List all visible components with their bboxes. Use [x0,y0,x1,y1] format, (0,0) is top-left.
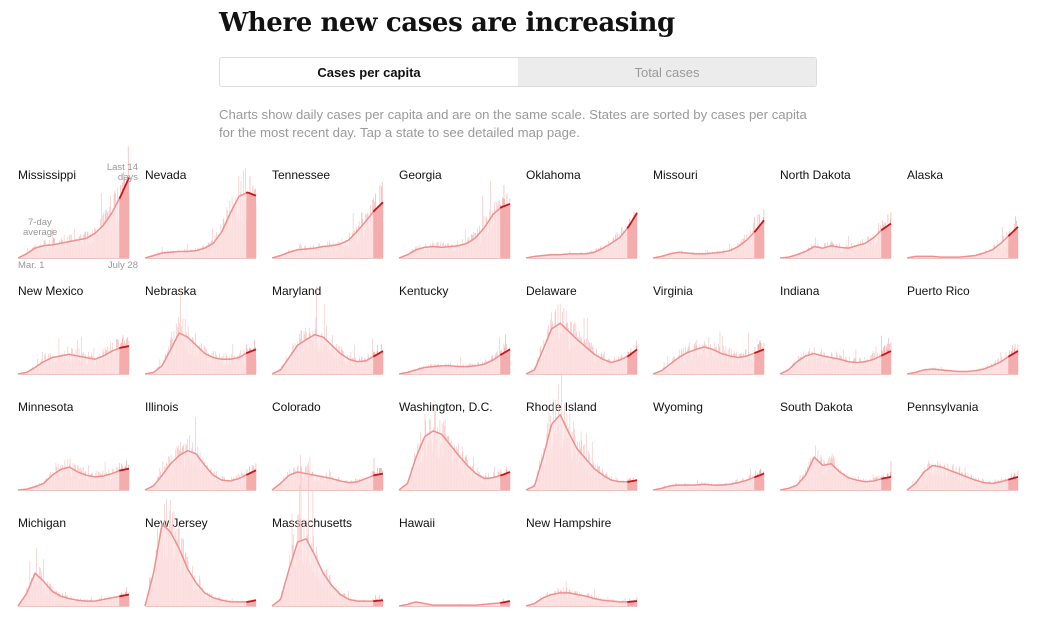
sparkline-chart [145,168,256,266]
average-area [653,474,764,490]
sparkline-chart [399,168,510,266]
state-chart-virginia[interactable]: Virginia [653,284,773,400]
state-chart-hawaii[interactable]: Hawaii [399,516,519,632]
state-chart-maryland[interactable]: Maryland [272,284,392,400]
sparkline-chart [653,168,764,266]
state-chart-north-dakota[interactable]: North Dakota [780,168,900,284]
recent-label: days [118,173,138,183]
state-chart-oklahoma[interactable]: Oklahoma [526,168,646,284]
state-chart-missouri[interactable]: Missouri [653,168,773,284]
sparkline-chart [399,284,510,382]
last-14-days-area [119,469,129,490]
sparkline-chart [526,168,637,266]
state-chart-new-mexico[interactable]: New Mexico [18,284,138,400]
sparkline-chart [145,284,256,382]
recent-average-line [627,601,637,602]
sparkline-chart [399,400,510,498]
last-14-days-area [500,204,510,258]
x-start-label: Mar. 1 [18,261,44,271]
average-area [653,347,764,374]
x-end-label: July 28 [108,261,138,271]
sparkline-chart [526,516,637,614]
state-chart-georgia[interactable]: Georgia [399,168,519,284]
sparkline-chart [780,168,891,266]
average-area [145,193,256,258]
sparkline-chart [526,284,637,382]
state-chart-alaska[interactable]: Alaska [907,168,1027,284]
sparkline-chart [272,516,383,614]
sparkline-chart [780,284,891,382]
state-chart-new-hampshire[interactable]: New Hampshire [526,516,646,632]
average-area [780,224,891,258]
state-chart-puerto-rico[interactable]: Puerto Rico [907,284,1027,400]
average-area [145,333,256,374]
sparkline-chart [653,284,764,382]
last-14-days-area [119,346,129,374]
sparkline-chart [145,516,256,614]
sparkline-chart [18,284,129,382]
sparkline-chart [780,400,891,498]
sparkline-chart [653,400,764,498]
state-chart-massachusetts[interactable]: Massachusetts [272,516,392,632]
average-area [18,573,129,606]
state-chart-michigan[interactable]: Michigan [18,516,138,632]
state-chart-delaware[interactable]: Delaware [526,284,646,400]
state-chart-nevada[interactable]: Nevada [145,168,265,284]
sparkline-chart [272,284,383,382]
state-chart-indiana[interactable]: Indiana [780,284,900,400]
recent-average-line [373,600,383,601]
sparkline-chart [145,400,256,498]
state-chart-south-dakota[interactable]: South Dakota [780,400,900,516]
state-chart-new-jersey[interactable]: New Jersey [145,516,265,632]
sparkline-chart [399,516,510,614]
state-chart-washington-d-c[interactable]: Washington, D.C. [399,400,519,516]
sparkline-chart [907,168,1018,266]
average-area [145,524,256,606]
last-14-days-area [246,193,256,258]
sparkline-chart [907,400,1018,498]
sparkline-chart [907,284,1018,382]
sparkline-chart [526,400,637,498]
state-chart-nebraska[interactable]: Nebraska [145,284,265,400]
sparkline-chart [272,400,383,498]
state-chart-pennsylvania[interactable]: Pennsylvania [907,400,1027,516]
average-label: average [23,228,57,238]
sparkline-chart [18,400,129,498]
state-chart-illinois[interactable]: Illinois [145,400,265,516]
sparkline-chart [272,168,383,266]
average-area [526,213,637,258]
state-chart-rhode-island[interactable]: Rhode Island [526,400,646,516]
state-chart-tennessee[interactable]: Tennessee [272,168,392,284]
state-chart-minnesota[interactable]: Minnesota [18,400,138,516]
state-chart-colorado[interactable]: Colorado [272,400,392,516]
sparkline-chart [18,516,129,614]
average-area [272,202,383,258]
state-chart-kentucky[interactable]: Kentucky [399,284,519,400]
average-area [145,451,256,490]
state-chart-wyoming[interactable]: Wyoming [653,400,773,516]
